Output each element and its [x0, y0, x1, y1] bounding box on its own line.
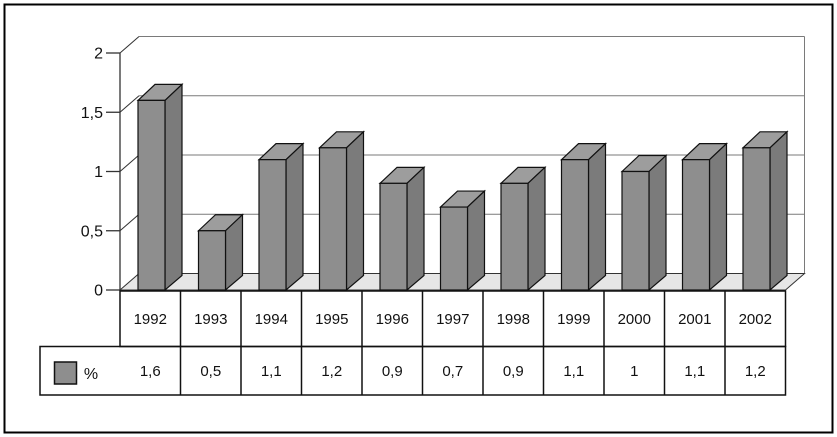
- bar-front-face: [621, 170, 650, 291]
- bars: [136, 83, 789, 292]
- bar-1995: [317, 130, 366, 292]
- depth-diagonal: [119, 95, 140, 113]
- year-cell: 1994: [255, 311, 288, 328]
- y-tick-label: 0: [94, 283, 103, 300]
- year-cell: 1992: [134, 311, 167, 328]
- bar-side-face: [406, 165, 425, 292]
- year-cell: 1999: [557, 311, 590, 328]
- bar-side-face: [466, 189, 486, 292]
- bar-1993: [196, 213, 245, 292]
- legend-swatch: [53, 361, 78, 385]
- year-cell: 2000: [618, 311, 651, 328]
- bar-side-face: [769, 130, 788, 292]
- value-cell: 1,6: [140, 363, 161, 380]
- year-cell: 2002: [739, 311, 772, 328]
- bar-1999: [559, 142, 608, 292]
- value-cell: 0,7: [442, 363, 463, 380]
- bar-2001: [680, 142, 729, 292]
- bar-front-face: [500, 182, 529, 291]
- bar-front-face: [379, 182, 408, 291]
- value-row-frame: [39, 345, 787, 396]
- bar-side-face: [345, 130, 365, 292]
- data-table: 1992 1,6 1993 0,5 1994 1,1 1995 1,2 1996 0,9 1997 0…: [39, 290, 787, 396]
- year-cell: 1997: [436, 311, 469, 328]
- bar-front-face: [137, 99, 166, 291]
- year-cell: 1996: [376, 311, 409, 328]
- depth-diagonal: [119, 154, 140, 172]
- bar-front-face: [258, 159, 287, 291]
- legend-label: %: [84, 366, 98, 383]
- bar-side-face: [648, 154, 667, 292]
- bar-2000: [620, 154, 668, 292]
- year-cell: 1995: [315, 311, 348, 328]
- y-axis: 0 0,5 1 1,5 2: [81, 36, 140, 300]
- bar-side-face: [527, 165, 546, 292]
- y-tick-label: 1,5: [81, 105, 103, 122]
- depth-diagonal: [119, 36, 140, 54]
- bar-front-face: [681, 159, 711, 291]
- value-cell: 1,2: [745, 363, 766, 380]
- bar-side-face: [285, 142, 304, 292]
- bar-front-face: [197, 230, 227, 291]
- bar-side-face: [708, 142, 728, 292]
- bar-front-face: [560, 159, 590, 291]
- bar-2002: [741, 130, 789, 292]
- value-cell: 1: [630, 363, 638, 380]
- bar-1998: [499, 165, 547, 292]
- year-cell: 1993: [194, 311, 227, 328]
- value-cell: 1,2: [321, 363, 342, 380]
- legend-cell: %: [53, 361, 98, 385]
- bar-side-face: [164, 83, 183, 292]
- y-tick-label: 1: [94, 164, 103, 181]
- bar-front-face: [742, 147, 771, 291]
- bar-side-face: [587, 142, 607, 292]
- y-tick-label: 0,5: [81, 223, 103, 240]
- bar-front-face: [439, 206, 469, 291]
- bar-front-face: [318, 147, 348, 291]
- bar-1997: [438, 189, 487, 292]
- bar-1996: [378, 165, 426, 292]
- value-cell: 0,9: [382, 363, 403, 380]
- year-cell: 2001: [678, 311, 711, 328]
- value-cell: 1,1: [684, 363, 705, 380]
- value-cell: 0,9: [503, 363, 524, 380]
- value-cell: 0,5: [200, 363, 221, 380]
- bar-1994: [257, 142, 305, 292]
- depth-diagonal: [119, 213, 140, 232]
- value-cell: 1,1: [563, 363, 584, 380]
- bar-1992: [136, 83, 184, 292]
- value-cell: 1,1: [261, 363, 282, 380]
- year-cell: 1998: [497, 311, 530, 328]
- y-tick-label: 2: [94, 46, 103, 63]
